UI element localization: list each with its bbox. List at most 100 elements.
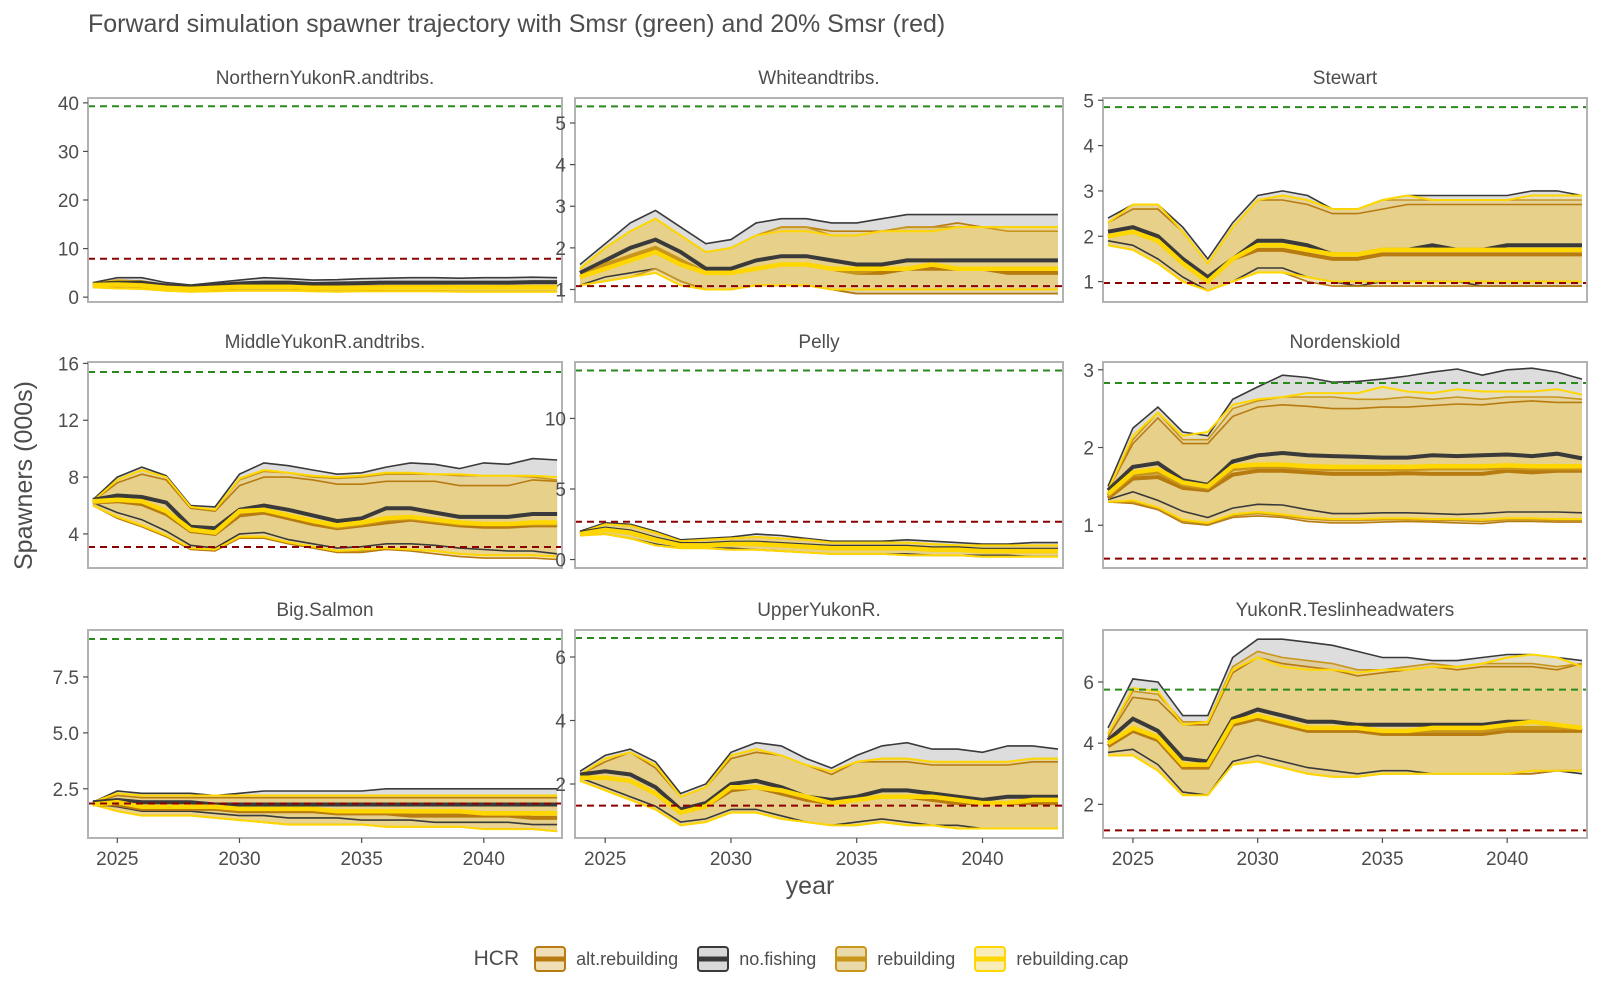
median-line-rebuilding.cap [579, 527, 1058, 554]
y-tick-label: 3 [555, 197, 566, 218]
lower-line-rebuilding.cap [1108, 754, 1582, 797]
lower-line-rebuilding.cap [579, 779, 1058, 830]
legend-label: rebuilding.cap [1016, 948, 1129, 969]
x-tick-label: 2030 [218, 849, 260, 870]
panel-frame [1102, 97, 1588, 303]
lower-line-rebuilding.cap [92, 504, 558, 558]
panel-title: YukonR.Teslinheadwaters [1236, 600, 1455, 621]
median-line-rebuilding.cap [579, 249, 1058, 280]
upper-line-rebuilding.cap [579, 217, 1058, 270]
panel-title: Nordenskiold [1290, 332, 1401, 353]
y-tick-label: 0 [68, 288, 79, 309]
plot-area [92, 276, 558, 293]
y-tick-label: 5.0 [53, 724, 79, 745]
legend-key-alt.rebuilding [534, 946, 567, 972]
y-tick-label: 3 [1083, 361, 1094, 382]
y-tick-label: 4 [1083, 137, 1094, 158]
median-line-rebuilding.cap [92, 282, 558, 292]
median-line-alt.rebuilding [1106, 468, 1582, 500]
y-tick-label: 5 [555, 480, 566, 501]
y-tick-label: 2.5 [53, 780, 79, 801]
upper-line-no.fishing [579, 741, 1059, 795]
y-tick-label: 1 [555, 281, 566, 302]
upper-line-no.fishing [579, 521, 1058, 545]
upper-line-alt.rebuilding [92, 473, 558, 513]
upper-line-alt.rebuilding [579, 751, 1058, 798]
panel-frame [574, 361, 1064, 569]
x-axis-label: year [785, 872, 835, 900]
ribbon-rebuilding [1108, 397, 1582, 524]
panel-Stewart: Stewart 1 2 3 4 5 [1083, 68, 1588, 303]
upper-line-no.fishing [92, 276, 558, 286]
x-tick-label: 2030 [710, 849, 752, 870]
upper-line-alt.rebuilding [92, 794, 558, 803]
plot-area [1106, 367, 1583, 527]
median-line-alt.rebuilding [1106, 716, 1582, 770]
plot-area [1106, 638, 1583, 797]
upper-line-no.fishing [92, 788, 558, 803]
y-tick-label: 5 [555, 114, 566, 135]
y-tick-label: 4 [555, 712, 566, 733]
plot-area [92, 457, 558, 561]
upper-line-no.fishing [1107, 638, 1583, 729]
median-line-no.fishing [579, 237, 1058, 275]
y-tick-label: 2 [1083, 439, 1094, 460]
median-line-rebuilding.cap [580, 775, 1058, 816]
y-tick-label: 4 [1083, 734, 1094, 755]
panel-Nordenskiold: Nordenskiold 1 2 3 [1083, 332, 1588, 569]
y-tick-label: 5 [1083, 91, 1094, 112]
y-tick-label: 4 [68, 525, 79, 546]
lower-line-no.fishing [92, 803, 558, 826]
upper-line-rebuilding.cap [1107, 653, 1583, 735]
upper-line-rebuilding.cap [579, 748, 1058, 798]
chart-title: Forward simulation spawner trajectory wi… [88, 10, 946, 38]
y-tick-label: 4 [555, 156, 566, 177]
y-tick-label: 12 [58, 411, 79, 432]
y-tick-label: 2 [1083, 795, 1094, 816]
upper-line-rebuilding.cap [579, 523, 1058, 547]
x-tick-label: 2025 [1112, 849, 1154, 870]
panel-title: Whiteandtribs. [758, 68, 879, 89]
x-tick-label: 2040 [961, 849, 1003, 870]
y-tick-label: 20 [58, 191, 79, 212]
panel-Big.Salmon: Big.Salmon 2.5 5.0 7.5 2025 2030 2035 2040 [53, 600, 563, 870]
panel-UpperYukonR.: UpperYukonR. 2 4 6 2025 2030 2035 2040 [555, 600, 1064, 870]
panel-frame [574, 629, 1064, 839]
panel-NorthernYukonR.andtribs.: NorthernYukonR.andtribs. 0 10 20 30 40 [58, 68, 563, 309]
x-tick-label: 2035 [341, 849, 383, 870]
panel-title: NorthernYukonR.andtribs. [216, 68, 435, 89]
panel-title: Big.Salmon [276, 600, 373, 621]
x-tick-label: 2040 [463, 849, 505, 870]
panel-frame [87, 629, 563, 839]
upper-line-rebuilding.cap [1107, 385, 1583, 491]
panel-frame [87, 97, 563, 303]
lower-line-alt.rebuilding [92, 504, 558, 561]
legend-label: alt.rebuilding [576, 948, 679, 969]
median-line-rebuilding.cap [92, 497, 558, 535]
upper-line-no.fishing [579, 209, 1058, 266]
panel-MiddleYukonR.andtribs.: MiddleYukonR.andtribs. 4 8 12 16 [58, 332, 563, 569]
panel-Pelly: Pelly 0 5 10 [545, 332, 1064, 572]
x-tick-label: 2030 [1237, 849, 1279, 870]
lower-line-rebuilding.cap [92, 803, 558, 833]
panel-frame [574, 97, 1064, 303]
x-tick-label: 2035 [836, 849, 878, 870]
x-tick-label: 2025 [584, 849, 626, 870]
legend: HCR alt.rebuilding no.fishing rebuilding re… [0, 945, 1620, 973]
y-tick-label: 6 [1083, 673, 1094, 694]
legend-item-alt.rebuilding: alt.rebuilding [533, 945, 678, 973]
legend-title: HCR [473, 947, 520, 970]
panel-title: Stewart [1313, 68, 1378, 89]
median-line-rebuilding.cap [1107, 229, 1582, 285]
legend-key-no.fishing [697, 946, 730, 972]
plot-area [579, 521, 1058, 558]
panel-frame [1102, 361, 1588, 569]
legend-item-rebuilding: rebuilding [834, 945, 955, 973]
plot-area [579, 741, 1059, 830]
y-tick-label: 6 [555, 648, 566, 669]
y-tick-label: 40 [58, 94, 79, 115]
lower-line-no.fishing [1107, 490, 1583, 519]
plot-area [92, 788, 558, 833]
legend-label: rebuilding [877, 948, 956, 969]
